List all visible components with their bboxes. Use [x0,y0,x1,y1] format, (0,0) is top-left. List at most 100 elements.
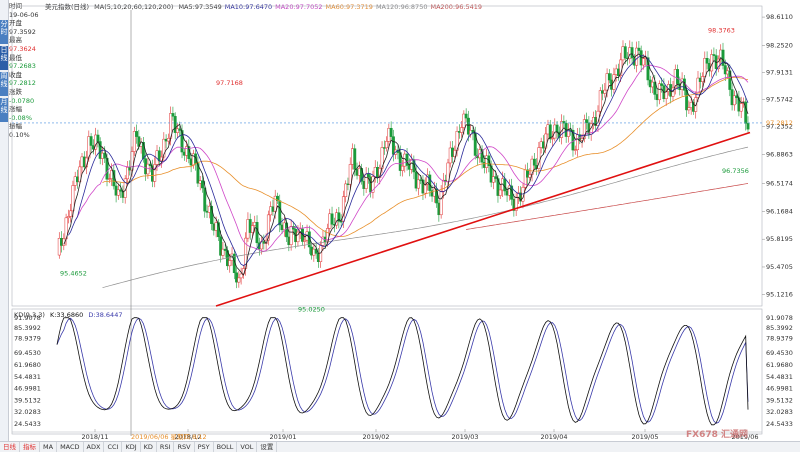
candle-body [221,248,225,256]
candle-body [705,58,709,64]
indicator-tab[interactable]: 指标 [20,442,40,452]
candle-body [401,165,404,171]
candle-body [416,179,420,189]
indicator-tab[interactable]: MA [40,442,58,452]
candle-body [107,178,111,180]
candle-body [676,69,679,84]
candle-body [94,134,98,150]
sidebar-tab-intraday[interactable]: 分时 [0,20,8,44]
candle-body [548,124,552,140]
info-value: 97.2812 [9,79,36,88]
kdj-y-tick-label-left: 69.4530 [14,349,41,357]
candle-body [196,163,200,184]
candle-body [273,195,277,212]
info-value: -0.08% [9,113,32,122]
candle-body [526,169,529,178]
sidebar-tab-weekly[interactable]: 周线 [0,72,8,96]
candle-body [498,189,502,196]
candle-body [103,152,107,159]
y-tick-label: 97.5742 [766,96,793,104]
candle-body [562,121,566,124]
kdj-y-tick-label: 24.5433 [766,420,793,428]
y-tick-label: 96.1684 [766,207,793,215]
candle-body [176,128,179,133]
candle-body [598,90,602,112]
indicator-tab[interactable]: VOL [237,442,258,452]
indicator-tab[interactable]: 日线 [0,442,20,452]
candle-body [223,248,227,251]
kdj-d-value: D:38.6447 [88,311,123,319]
candle-body [703,58,707,77]
candle-body [71,185,75,212]
candle-body [330,213,334,225]
kdj-y-tick-label-left: 46.9981 [14,385,41,393]
x-tick-label: 2019/02 [362,433,389,441]
kd-k-line [56,317,749,426]
candle-body [630,47,634,59]
indicator-tab[interactable]: RSV [174,442,195,452]
indicator-tab[interactable]: BOLL [214,442,238,452]
candle-body [605,73,609,91]
ma5-line [63,53,749,276]
kdj-y-tick-label: 61.9680 [766,361,793,369]
price-pane-frame [11,5,763,307]
candle-body [641,58,645,66]
x-tick-label: 2019/06 [731,433,758,441]
info-label: 最高 [9,36,22,45]
legend-ma-item: MA60:97.3719 [325,3,373,11]
indicator-tab[interactable]: KD [141,442,157,452]
info-label: 收盘 [9,70,22,79]
kdj-y-tick-label-left: 78.9379 [14,334,41,342]
candle-body [551,137,554,140]
sidebar-tab-monthly[interactable]: 月线 [0,98,8,122]
watermark: FX678 汇通网 [686,430,749,440]
indicator-tab[interactable]: RSI [157,442,175,452]
candle-body [389,127,393,137]
price-annotation: 97.7168 [216,79,243,87]
candle-body [491,176,495,183]
candle-body [637,47,641,51]
kdj-y-tick-label: 78.9379 [766,334,793,342]
kdj-y-tick-label: 54.4831 [766,373,793,381]
candle-body [723,65,727,75]
candle-body [694,97,698,112]
candle-body [739,103,743,112]
candle-body [460,127,464,133]
legend-ma-item: MA200:96.5419 [430,3,482,11]
candle-body [412,159,416,173]
candle-body [251,225,254,233]
indicator-tab[interactable]: PSY [195,442,214,452]
candle-body [687,107,691,111]
candle-body [173,116,177,133]
candle-body [353,148,357,170]
candle-body [494,176,498,179]
info-label: 最低 [9,53,22,62]
candle-body [660,83,664,86]
candle-body [571,129,575,151]
candle-body [537,147,541,169]
kdj-y-tick-label: 32.0283 [766,408,793,416]
candle-body [319,245,323,262]
candle-body [607,73,611,81]
candle-body [171,113,175,117]
x-tick-label: 2019/05 [631,433,658,441]
indicator-tab[interactable]: ADX [84,442,105,452]
candle-body [701,76,704,82]
sidebar-tab-daily[interactable]: 日线 [0,46,8,70]
indicator-tab[interactable]: KDJ [122,442,141,452]
candle-body [66,216,70,219]
info-label: 涨幅 [9,105,22,114]
x-tick-label: 2019/01 [269,433,296,441]
ma-legend: 美元指数(日线) MA(5,10,20,60,120,200) MA5:97.3… [45,1,485,11]
candle-body [696,77,700,98]
candle-body [228,260,232,267]
indicator-tab[interactable]: MACD [57,442,84,452]
candle-body [423,184,427,194]
kdj-y-tick-label-left: 61.9680 [14,361,41,369]
kdj-y-tick-label: 85.3992 [766,324,793,332]
candle-body [717,58,720,69]
legend-ma-params: MA(5,10,20,60,120,200) [94,3,174,11]
indicator-tab[interactable]: CCI [104,442,123,452]
indicator-tab[interactable]: 设置 [257,442,278,452]
